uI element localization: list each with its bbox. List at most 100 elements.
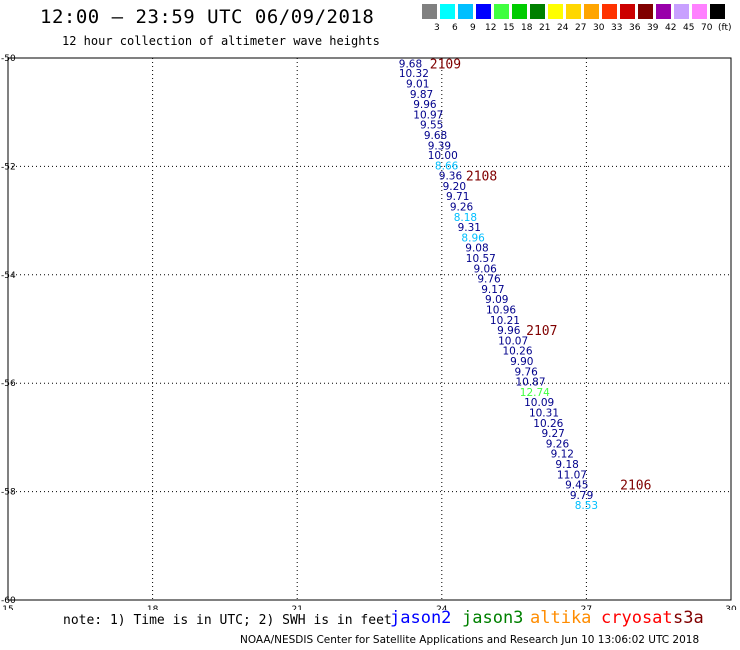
chart-title: 12:00 – 23:59 UTC 06/09/2018 xyxy=(40,6,375,28)
legend-swatch xyxy=(638,4,653,19)
data-point-label: 11.07 xyxy=(557,469,587,481)
y-tick-label: -50 xyxy=(1,54,16,64)
chart-subtitle: 12 hour collection of altimeter wave hei… xyxy=(62,34,380,48)
data-point-label: 9.71 xyxy=(446,191,469,203)
legend-swatch-label: 27 xyxy=(575,23,587,33)
data-point-label: 9.27 xyxy=(541,428,564,440)
legend-swatch xyxy=(476,4,491,19)
legend-unit-label: (ft) xyxy=(718,23,732,33)
data-point-label: 12.74 xyxy=(520,387,550,399)
x-tick-label: 21 xyxy=(291,605,302,610)
legend-swatch-label: 70 xyxy=(701,23,713,33)
data-point-label: 9.76 xyxy=(514,366,538,378)
legend-swatch xyxy=(602,4,617,19)
legend-swatch-label: 9 xyxy=(470,23,476,33)
data-point-label: 10.21 xyxy=(490,315,520,327)
data-point-label: 9.68 xyxy=(424,130,447,142)
data-point-label: 10.97 xyxy=(413,109,443,121)
satellite-label-jason2: jason2 xyxy=(390,608,452,628)
data-point-label: 9.26 xyxy=(546,438,570,450)
legend-swatch-label: 24 xyxy=(557,23,569,33)
legend-swatch xyxy=(548,4,563,19)
x-tick-label: 24 xyxy=(436,605,448,610)
legend-swatch-label: 45 xyxy=(683,23,695,33)
data-point-label: 9.96 xyxy=(497,325,521,337)
legend-swatch xyxy=(710,4,725,19)
data-point-label: 9.87 xyxy=(410,89,433,101)
legend-swatch-label: 18 xyxy=(521,23,533,33)
note-text: note: 1) Time is in UTC; 2) SWH is in fe… xyxy=(63,613,392,628)
legend-swatch xyxy=(674,4,689,19)
data-point-label: 10.32 xyxy=(399,68,429,80)
data-point-label: 9.20 xyxy=(443,181,466,193)
data-point-label: 9.55 xyxy=(420,120,443,132)
data-point-label: 9.36 xyxy=(439,171,463,183)
data-point-label: 8.66 xyxy=(435,160,459,172)
legend-swatch-label: 42 xyxy=(665,23,677,33)
satellite-label-jason3: jason3 xyxy=(462,608,524,628)
data-point-label: 10.00 xyxy=(428,150,458,162)
legend-swatch-label: 30 xyxy=(593,23,605,33)
data-point-label: 10.87 xyxy=(515,377,545,389)
data-point-label: 8.96 xyxy=(461,232,485,244)
data-point-label: 9.90 xyxy=(510,356,533,368)
legend-swatch xyxy=(692,4,707,19)
time-label: 2107 xyxy=(526,324,557,339)
satellite-label-altika: altika xyxy=(530,608,592,628)
data-point-label: 10.31 xyxy=(529,407,559,419)
data-point-label: 9.45 xyxy=(565,480,588,492)
x-tick-label: 27 xyxy=(581,605,592,610)
legend-swatch-label: 6 xyxy=(452,23,458,33)
data-point-label: 9.08 xyxy=(465,243,488,255)
x-tick-label: 18 xyxy=(147,605,159,610)
data-point-label: 9.39 xyxy=(428,140,451,152)
legend-swatch-label: 33 xyxy=(611,23,623,33)
data-point-label: 8.53 xyxy=(575,500,598,512)
legend-swatch xyxy=(440,4,455,19)
time-label: 2108 xyxy=(466,170,497,185)
data-point-label: 9.18 xyxy=(555,459,578,471)
plot-frame xyxy=(7,57,732,601)
legend-swatch xyxy=(458,4,473,19)
legend-swatch xyxy=(494,4,509,19)
legend-swatch xyxy=(422,4,437,19)
time-label: 2106 xyxy=(620,479,651,494)
data-point-label: 9.06 xyxy=(473,263,497,275)
satellite-label-s3a: s3a xyxy=(673,608,704,628)
data-point-label: 8.18 xyxy=(454,212,477,224)
data-point-label: 10.07 xyxy=(498,335,528,347)
data-point-label: 10.57 xyxy=(466,253,496,265)
y-tick-label: -58 xyxy=(1,488,16,498)
data-point-label: 9.09 xyxy=(485,294,508,306)
y-tick-label: -60 xyxy=(1,596,16,606)
x-tick-label: 30 xyxy=(725,605,737,610)
data-point-label: 10.09 xyxy=(524,397,554,409)
legend-swatch xyxy=(584,4,599,19)
data-point-label: 9.17 xyxy=(481,284,504,296)
legend-swatch xyxy=(656,4,671,19)
legend-swatch-label: 36 xyxy=(629,23,641,33)
data-point-label: 9.01 xyxy=(406,78,429,90)
wave-height-plot: 15 18 21 24 27 30-50-52-54-56-58-609.6810.329… xyxy=(1,54,737,610)
footer-credit: NOAA/NESDIS Center for Satellite Applica… xyxy=(240,634,700,646)
data-point-label: 10.26 xyxy=(533,418,563,430)
data-point-label: 9.68 xyxy=(399,58,422,70)
satellite-label-cryosat: cryosat xyxy=(601,608,673,628)
legend-swatch-label: 12 xyxy=(485,23,497,33)
y-tick-label: -54 xyxy=(1,271,16,281)
x-tick-label: 15 xyxy=(2,605,13,610)
data-point-label: 9.12 xyxy=(551,449,574,461)
legend-swatch-label: 3 xyxy=(434,23,440,33)
legend-swatch xyxy=(620,4,635,19)
data-point-label: 10.26 xyxy=(502,346,532,358)
data-point-label: 9.79 xyxy=(570,490,593,502)
data-point-label: 9.96 xyxy=(413,99,437,111)
y-tick-label: -52 xyxy=(1,162,16,172)
legend-swatch-label: 21 xyxy=(539,23,551,33)
data-point-label: 10.96 xyxy=(486,304,516,316)
y-tick-label: -56 xyxy=(1,379,16,389)
legend-swatch-label: 39 xyxy=(647,23,659,33)
legend-swatch xyxy=(512,4,527,19)
legend-swatch xyxy=(530,4,545,19)
legend-swatch xyxy=(566,4,581,19)
